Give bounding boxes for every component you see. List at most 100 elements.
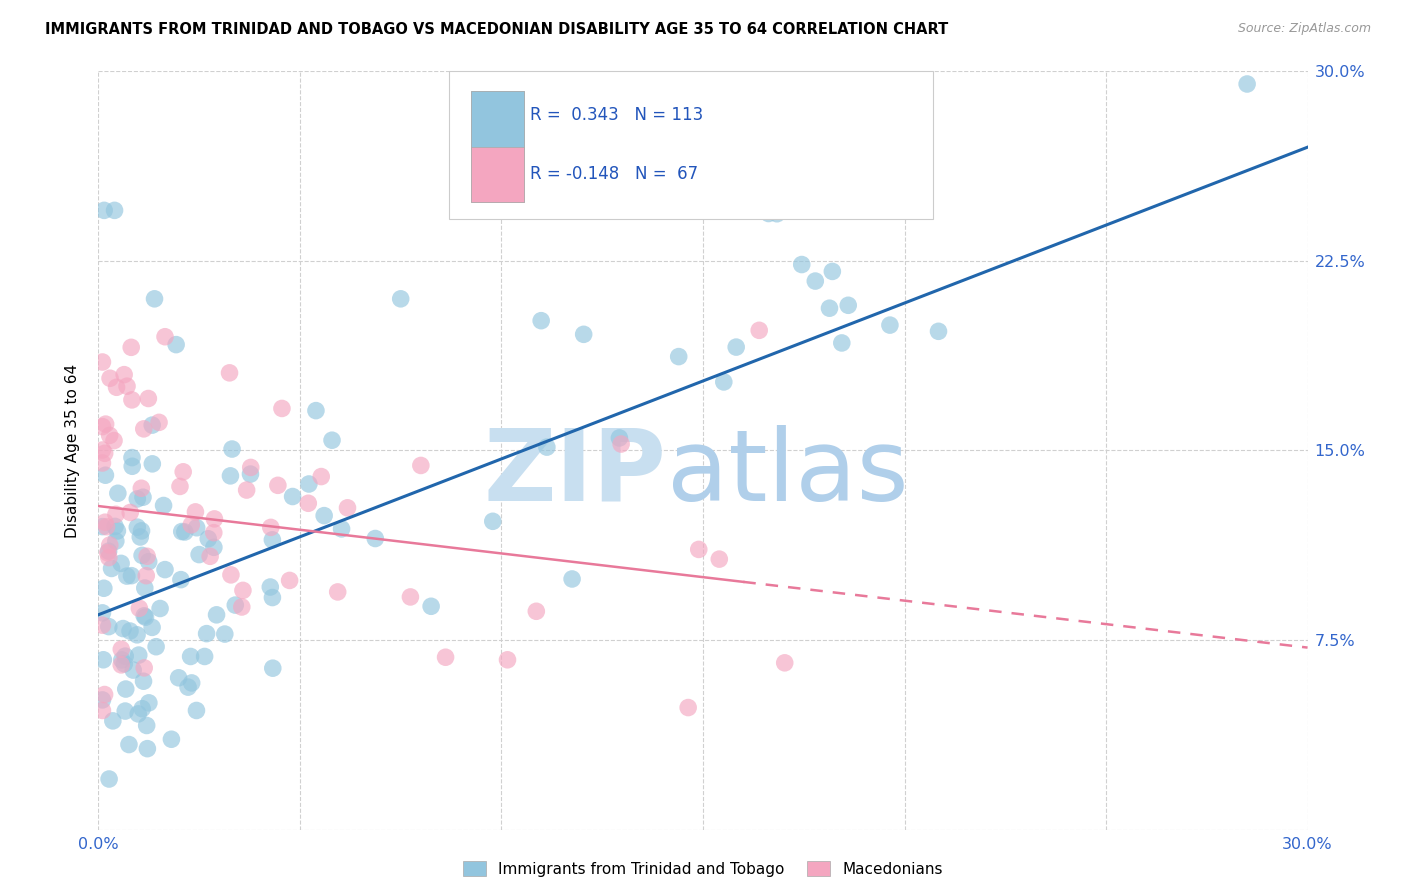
Text: IMMIGRANTS FROM TRINIDAD AND TOBAGO VS MACEDONIAN DISABILITY AGE 35 TO 64 CORREL: IMMIGRANTS FROM TRINIDAD AND TOBAGO VS M…	[45, 22, 948, 37]
Point	[135, 718, 157, 732]
Point	[149, 601, 172, 615]
Text: atlas: atlas	[666, 425, 908, 522]
Point	[298, 477, 321, 491]
Point	[132, 490, 155, 504]
Point	[709, 552, 731, 566]
Point	[821, 264, 844, 278]
Point	[121, 392, 143, 407]
Point	[145, 640, 167, 654]
Point	[103, 434, 125, 448]
Point	[132, 422, 155, 436]
Point	[131, 481, 153, 495]
Point	[262, 533, 284, 547]
Point	[129, 530, 152, 544]
Point	[231, 599, 253, 614]
Point	[180, 676, 202, 690]
Point	[259, 580, 281, 594]
Point	[725, 340, 748, 354]
Point	[221, 442, 243, 456]
Point	[572, 327, 595, 342]
Point	[262, 661, 284, 675]
Point	[114, 649, 136, 664]
Text: ZIP: ZIP	[484, 425, 666, 522]
Point	[837, 298, 859, 312]
Point	[297, 496, 319, 510]
Point	[96, 520, 118, 534]
Point	[202, 541, 225, 555]
Point	[153, 563, 176, 577]
Point	[121, 450, 143, 465]
Point	[127, 706, 149, 721]
Point	[197, 532, 219, 546]
Point	[758, 206, 780, 220]
Point	[481, 514, 503, 528]
Text: Source: ZipAtlas.com: Source: ZipAtlas.com	[1237, 22, 1371, 36]
Point	[138, 392, 160, 406]
Point	[260, 520, 283, 534]
Point	[97, 550, 120, 565]
Point	[202, 525, 225, 540]
Point	[879, 318, 901, 332]
Point	[186, 703, 208, 717]
Point	[91, 442, 114, 457]
Point	[219, 468, 242, 483]
Point	[188, 548, 211, 562]
Point	[91, 606, 114, 620]
Point	[321, 434, 343, 448]
Point	[94, 417, 117, 431]
Point	[409, 458, 432, 473]
Point	[434, 650, 457, 665]
Point	[218, 366, 240, 380]
Point	[104, 534, 127, 549]
Point	[160, 732, 183, 747]
Point	[676, 700, 699, 714]
Point	[232, 583, 254, 598]
Point	[420, 599, 443, 614]
Point	[112, 368, 135, 382]
Point	[97, 544, 120, 558]
Point	[180, 517, 202, 532]
Point	[766, 207, 789, 221]
Point	[239, 460, 262, 475]
Point	[610, 437, 633, 451]
Point	[271, 401, 294, 416]
Text: R =  0.343   N = 113: R = 0.343 N = 113	[530, 105, 703, 124]
Point	[389, 292, 412, 306]
Point	[194, 649, 217, 664]
Point	[773, 656, 796, 670]
Y-axis label: Disability Age 35 to 64: Disability Age 35 to 64	[65, 363, 80, 538]
Point	[93, 653, 115, 667]
Point	[214, 627, 236, 641]
Point	[205, 607, 228, 622]
Point	[114, 704, 136, 718]
FancyBboxPatch shape	[471, 147, 524, 202]
Point	[115, 379, 138, 393]
Point	[177, 680, 200, 694]
Point	[305, 403, 328, 417]
Point	[364, 532, 387, 546]
Point	[110, 557, 132, 571]
Point	[115, 569, 138, 583]
Point	[97, 619, 120, 633]
Point	[105, 380, 128, 394]
Point	[111, 653, 134, 667]
Point	[141, 418, 163, 433]
Point	[125, 628, 148, 642]
Point	[134, 608, 156, 623]
Point	[112, 657, 135, 671]
FancyBboxPatch shape	[471, 91, 524, 149]
Point	[170, 524, 193, 539]
Point	[141, 620, 163, 634]
Point	[278, 574, 301, 588]
Point	[219, 567, 242, 582]
Point	[98, 371, 121, 385]
Point	[804, 274, 827, 288]
Point	[97, 546, 120, 560]
Point	[688, 542, 710, 557]
Point	[93, 581, 115, 595]
Point	[235, 483, 257, 497]
Point	[790, 258, 813, 272]
Point	[94, 515, 117, 529]
Point	[134, 581, 156, 595]
Point	[104, 519, 127, 533]
